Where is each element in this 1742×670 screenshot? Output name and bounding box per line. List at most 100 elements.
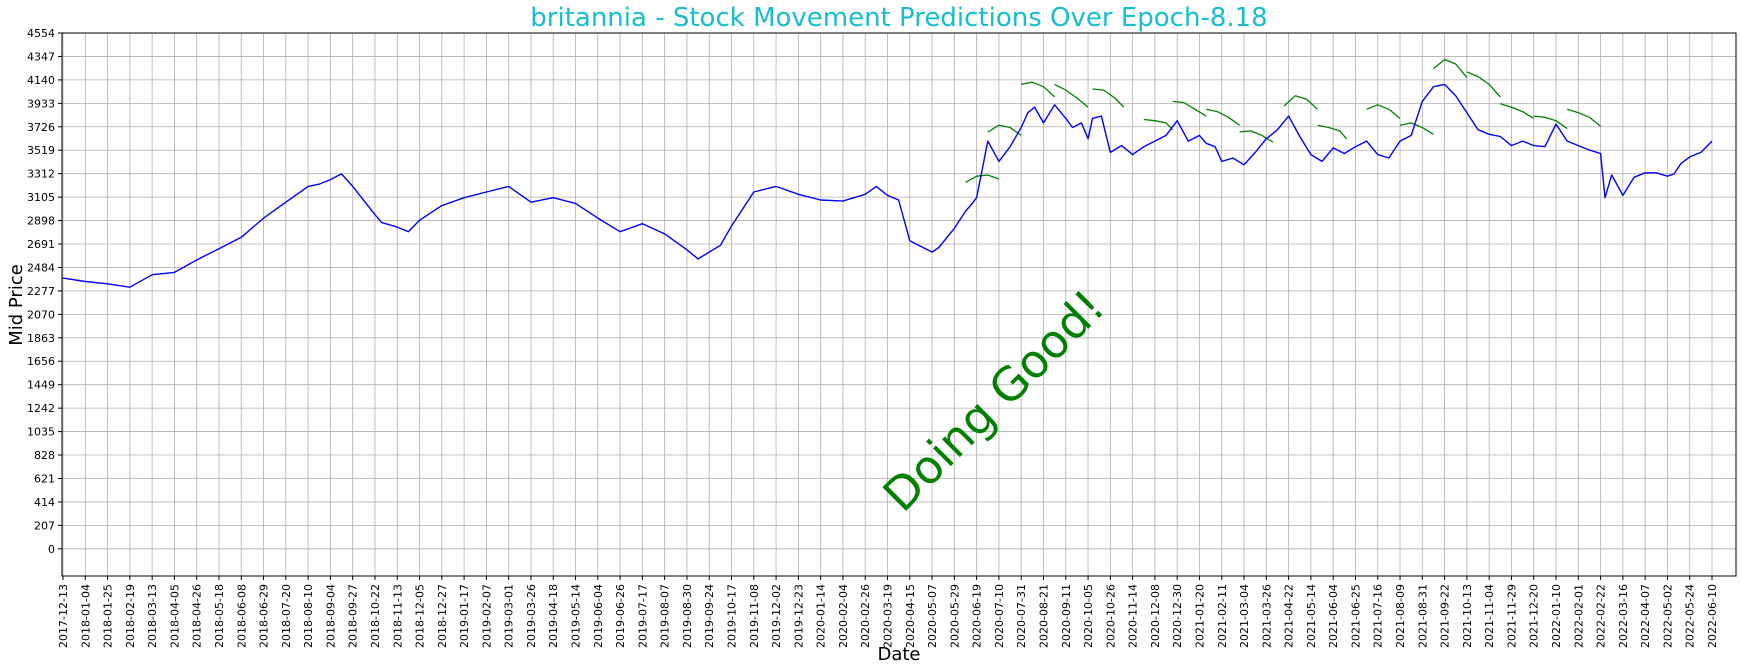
y-tick-label: 4554 xyxy=(27,27,55,40)
grid xyxy=(62,32,1736,576)
plot-frame xyxy=(61,32,1737,577)
x-tick-label: 2020-05-29 xyxy=(948,584,961,648)
x-tick-label: 2018-06-08 xyxy=(235,584,248,648)
x-tick-label: 2019-04-18 xyxy=(547,584,560,648)
x-tick-label: 2020-12-30 xyxy=(1171,584,1184,648)
y-tick-label: 828 xyxy=(34,449,55,462)
x-tick-label: 2021-06-25 xyxy=(1349,584,1362,648)
x-tick-label: 2020-07-31 xyxy=(1015,584,1028,648)
prediction-lines xyxy=(965,58,1602,183)
x-tick-label: 2019-03-01 xyxy=(503,584,516,648)
x-tick-label: 2018-12-05 xyxy=(414,584,427,648)
x-tick-label: 2021-03-26 xyxy=(1260,584,1273,648)
y-tick-label: 3105 xyxy=(27,191,55,204)
y-axis-label: Mid Price xyxy=(6,264,27,346)
x-tick-label: 2019-06-04 xyxy=(592,584,605,648)
x-tick-label: 2019-12-02 xyxy=(770,584,783,648)
y-tick-label: 1656 xyxy=(27,355,55,368)
x-tick-label: 2019-06-26 xyxy=(614,584,627,648)
y-tick-label: 2484 xyxy=(27,261,55,274)
x-tick-label: 2019-05-14 xyxy=(570,584,583,648)
x-tick-label: 2021-10-13 xyxy=(1461,584,1474,648)
x-tick-label: 2022-03-16 xyxy=(1617,584,1630,648)
prediction-segment xyxy=(1092,88,1125,108)
x-tick-label: 2021-05-14 xyxy=(1305,584,1318,648)
prediction-segment xyxy=(1433,58,1468,79)
y-tick-label: 1449 xyxy=(27,379,55,392)
prediction-segment xyxy=(1500,103,1535,119)
y-tick-label: 1242 xyxy=(27,402,55,415)
x-tick-label: 2018-10-22 xyxy=(369,584,382,648)
x-tick-label: 2018-03-13 xyxy=(146,584,159,648)
x-tick-label: 2018-01-25 xyxy=(102,584,115,648)
x-tick-label: 2018-04-26 xyxy=(191,584,204,648)
x-tick-label: 2018-07-20 xyxy=(280,584,293,648)
prediction-segment xyxy=(1172,100,1207,117)
x-tick-label: 2020-11-14 xyxy=(1127,584,1140,648)
x-tick-label: 2019-01-17 xyxy=(458,584,471,648)
x-tick-label: 2022-06-10 xyxy=(1706,584,1719,648)
prediction-segment xyxy=(1239,130,1274,143)
x-tick-label: 2018-04-05 xyxy=(168,584,181,648)
x-tick-label: 2018-06-29 xyxy=(258,584,271,648)
x-tick-label: 2022-01-10 xyxy=(1550,584,1563,648)
y-tick-label: 0 xyxy=(48,543,55,556)
prediction-segment xyxy=(1466,71,1501,98)
x-tick-label: 2020-01-14 xyxy=(815,584,828,648)
prediction-segment xyxy=(1054,83,1089,108)
x-tick-label: 2021-11-29 xyxy=(1505,584,1518,648)
x-tick-label: 2020-06-19 xyxy=(971,584,984,648)
x-tick-label: 2018-09-04 xyxy=(324,584,337,648)
x-tick-label: 2018-08-10 xyxy=(302,584,315,648)
x-tick-label: 2020-02-26 xyxy=(859,584,872,648)
y-tick-label: 207 xyxy=(34,519,55,532)
y-tick-label: 2277 xyxy=(27,285,55,298)
prediction-segment xyxy=(1283,95,1319,110)
x-tick-label: 2020-03-19 xyxy=(882,584,895,648)
x-tick-label: 2021-11-04 xyxy=(1483,584,1496,648)
x-tick-label: 2020-09-11 xyxy=(1060,584,1073,648)
x-tick-label: 2018-09-27 xyxy=(347,584,360,648)
y-tick-label: 3933 xyxy=(27,97,55,110)
prediction-segment xyxy=(987,124,1022,136)
chart-title: britannia - Stock Movement Predictions O… xyxy=(530,3,1267,33)
x-tick-label: 2021-08-09 xyxy=(1394,584,1407,648)
x-tick-label: 2022-05-02 xyxy=(1661,584,1674,648)
y-tick-label: 4347 xyxy=(27,50,55,63)
prediction-segment xyxy=(1143,118,1174,131)
prediction-segment xyxy=(1317,124,1347,140)
x-tick-label: 2020-04-15 xyxy=(904,584,917,648)
x-tick-label: 2019-08-07 xyxy=(659,584,672,648)
y-tick-label: 621 xyxy=(34,472,55,485)
x-axis-label: Date xyxy=(877,644,920,665)
y-tick-label: 1863 xyxy=(27,332,55,345)
x-tick-label: 2019-11-08 xyxy=(748,584,761,648)
y-tick-label: 414 xyxy=(34,496,55,509)
prediction-segment xyxy=(1021,81,1056,98)
prediction-segment xyxy=(1399,122,1434,135)
x-tick-label: 2020-02-04 xyxy=(837,584,850,648)
x-tick-label: 2020-12-08 xyxy=(1149,584,1162,648)
y-tick-label: 3519 xyxy=(27,144,55,157)
x-tick-label: 2021-02-11 xyxy=(1216,584,1229,648)
y-tick-label: 4140 xyxy=(27,74,55,87)
x-tick-label: 2019-10-17 xyxy=(726,584,739,648)
y-tick-label: 3312 xyxy=(27,168,55,181)
prediction-segment xyxy=(1533,115,1568,130)
x-tick-label: 2021-08-31 xyxy=(1416,584,1429,648)
y-tick-label: 3726 xyxy=(27,121,55,134)
x-tick-label: 2021-06-04 xyxy=(1327,584,1340,648)
x-tick-label: 2022-05-24 xyxy=(1684,584,1697,648)
x-tick-label: 2020-05-07 xyxy=(926,584,939,648)
x-tick-label: 2021-03-04 xyxy=(1238,584,1251,648)
x-tick-label: 2018-05-18 xyxy=(213,584,226,648)
y-tick-label: 2691 xyxy=(27,238,55,251)
x-tick-label: 2021-09-22 xyxy=(1439,584,1452,648)
x-tick-label: 2019-03-26 xyxy=(525,584,538,648)
x-tick-label: 2020-08-21 xyxy=(1037,584,1050,648)
prediction-segment xyxy=(1567,108,1602,127)
x-tick-label: 2022-02-01 xyxy=(1572,584,1585,648)
y-tick-label: 2070 xyxy=(27,308,55,321)
y-axis: 0 207 414 621 828 1035 1242 1449 1656 1863 2070 227… xyxy=(27,27,62,556)
